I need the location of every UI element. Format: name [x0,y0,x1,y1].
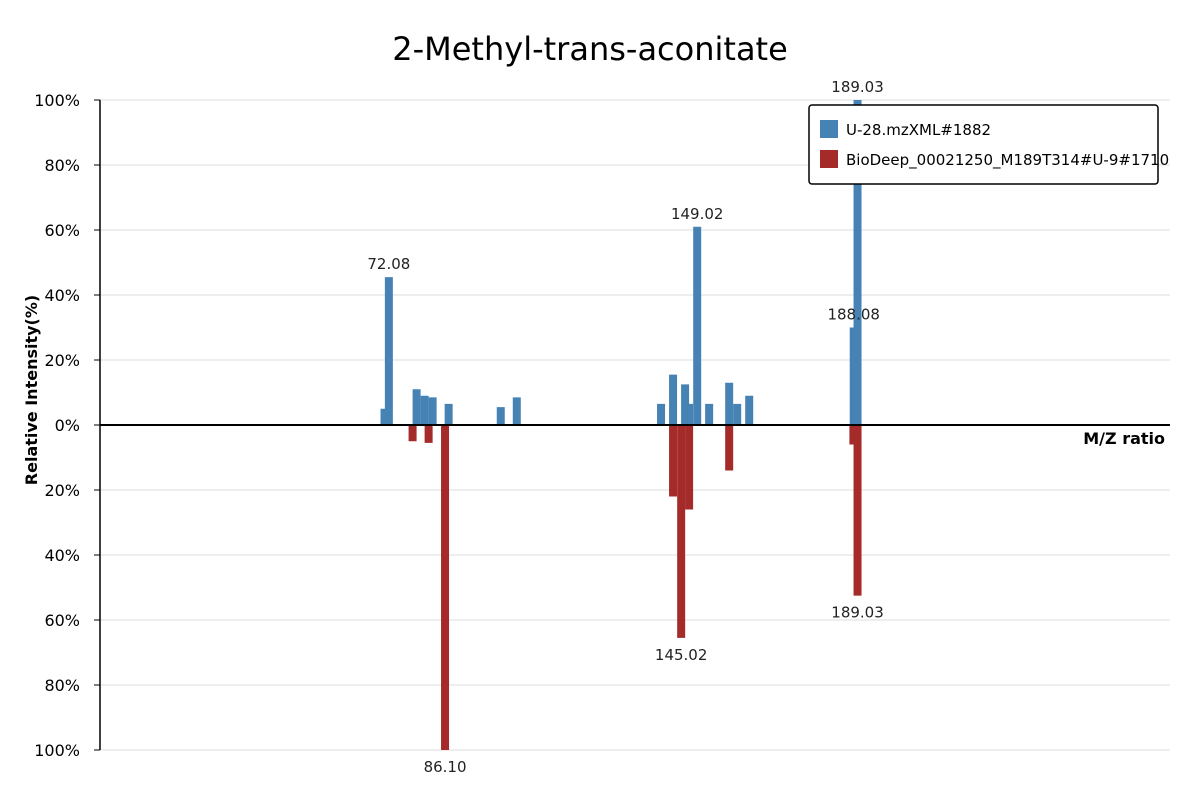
bar-top [420,395,429,425]
chart-title: 2-Methyl-trans-aconitate [392,30,788,68]
y-tick-label: 40% [44,546,80,565]
bar-bottom [408,425,417,442]
bar-top [745,395,754,425]
bar-top [444,403,453,425]
y-tick-label: 100% [34,741,80,760]
bar-top [733,403,742,425]
bar-top [685,403,694,425]
peak-label: 149.02 [671,205,724,223]
bar-top [705,403,714,425]
bar-bottom [685,425,694,510]
y-tick-label: 80% [44,156,80,175]
peak-label: 189.03 [831,78,884,96]
legend-box [808,104,1159,185]
bar-top [681,384,690,425]
bar-top [669,374,678,425]
peak-label: 188.08 [827,306,880,324]
legend-label-bottom: BioDeep_00021250_M189T314#U-9#1710 [846,151,1169,170]
legend-swatch-top [820,120,838,138]
y-tick-label: 60% [44,611,80,630]
bar-top [853,100,862,425]
grid-lines [94,99,1170,751]
peak-label: 72.08 [367,255,410,273]
y-tick-label: 40% [44,286,80,305]
peak-label: 145.02 [655,646,708,664]
axes [99,100,1170,750]
bar-top [725,382,734,425]
y-tick-label: 20% [44,481,80,500]
bar-top [428,397,437,425]
bar-bottom [849,425,858,445]
y-tick-label: 80% [44,676,80,695]
bar-top [512,397,521,425]
legend: U-28.mzXML#1882 BioDeep_00021250_M189T31… [808,104,1169,185]
y-tick-labels: 100% 80% 60% 40% 20% 0% 20% 40% 60% 80% 100% [34,91,80,760]
bar-bottom [725,425,734,471]
peak-label: 86.10 [424,758,467,776]
y-axis-label: Relative Intensity(%) [22,295,41,485]
bar-bottom [424,425,433,443]
y-tick-label: 0% [55,416,80,435]
legend-label-top: U-28.mzXML#1882 [846,121,991,139]
legend-swatch-bottom [820,150,838,168]
bar-bottom [853,425,862,596]
bar-top [384,277,393,425]
y-tick-label: 20% [44,351,80,370]
peak-labels: 72.08 149.02 188.08 189.03 86.10 145.02 189.03 [367,78,883,776]
bar-top [657,403,666,425]
bar-top [693,226,702,425]
peak-label: 189.03 [831,604,884,622]
bar-bottom [441,425,450,750]
y-tick-label: 100% [34,91,80,110]
y-tick-label: 60% [44,221,80,240]
bar-top [496,407,505,425]
x-axis-label: M/Z ratio [1083,429,1165,448]
bar-bottom [677,425,686,638]
bar-top [412,389,421,425]
bar-layer [380,100,862,750]
bar-top [380,408,389,425]
bar-bottom [669,425,678,497]
